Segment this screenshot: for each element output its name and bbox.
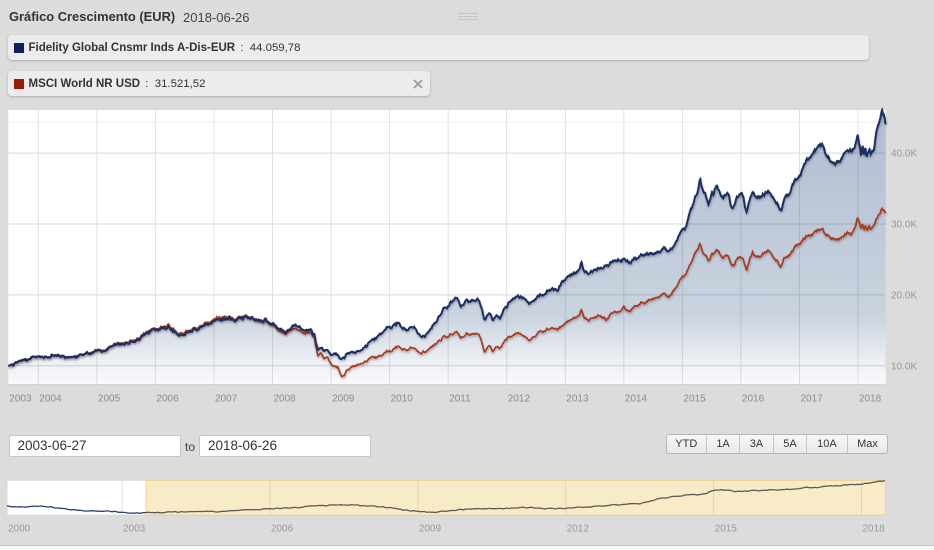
svg-text:2015: 2015 — [715, 524, 738, 535]
svg-text:2017: 2017 — [801, 394, 824, 405]
svg-text:2003: 2003 — [123, 524, 146, 535]
svg-text:2005: 2005 — [98, 394, 121, 405]
svg-text:30.0K: 30.0K — [891, 220, 917, 231]
svg-text:2009: 2009 — [419, 524, 442, 535]
svg-text:2014: 2014 — [625, 394, 648, 405]
svg-text:2018: 2018 — [859, 394, 882, 405]
svg-text:2015: 2015 — [683, 394, 706, 405]
svg-text:2003: 2003 — [9, 394, 32, 405]
svg-text:20.0K: 20.0K — [891, 290, 917, 301]
svg-text:2006: 2006 — [156, 394, 179, 405]
svg-text:10.0K: 10.0K — [891, 361, 917, 372]
svg-text:2000: 2000 — [8, 524, 31, 535]
svg-text:2007: 2007 — [215, 394, 238, 405]
svg-text:2006: 2006 — [271, 524, 294, 535]
svg-text:2012: 2012 — [508, 394, 531, 405]
svg-text:40.0K: 40.0K — [891, 149, 917, 160]
svg-text:2009: 2009 — [332, 394, 355, 405]
svg-text:2008: 2008 — [274, 394, 297, 405]
svg-text:2013: 2013 — [566, 394, 589, 405]
svg-text:2016: 2016 — [742, 394, 765, 405]
svg-text:2010: 2010 — [391, 394, 414, 405]
svg-text:2012: 2012 — [567, 524, 590, 535]
svg-text:2011: 2011 — [449, 394, 471, 405]
svg-text:2004: 2004 — [39, 394, 62, 405]
svg-text:2018: 2018 — [863, 524, 886, 535]
